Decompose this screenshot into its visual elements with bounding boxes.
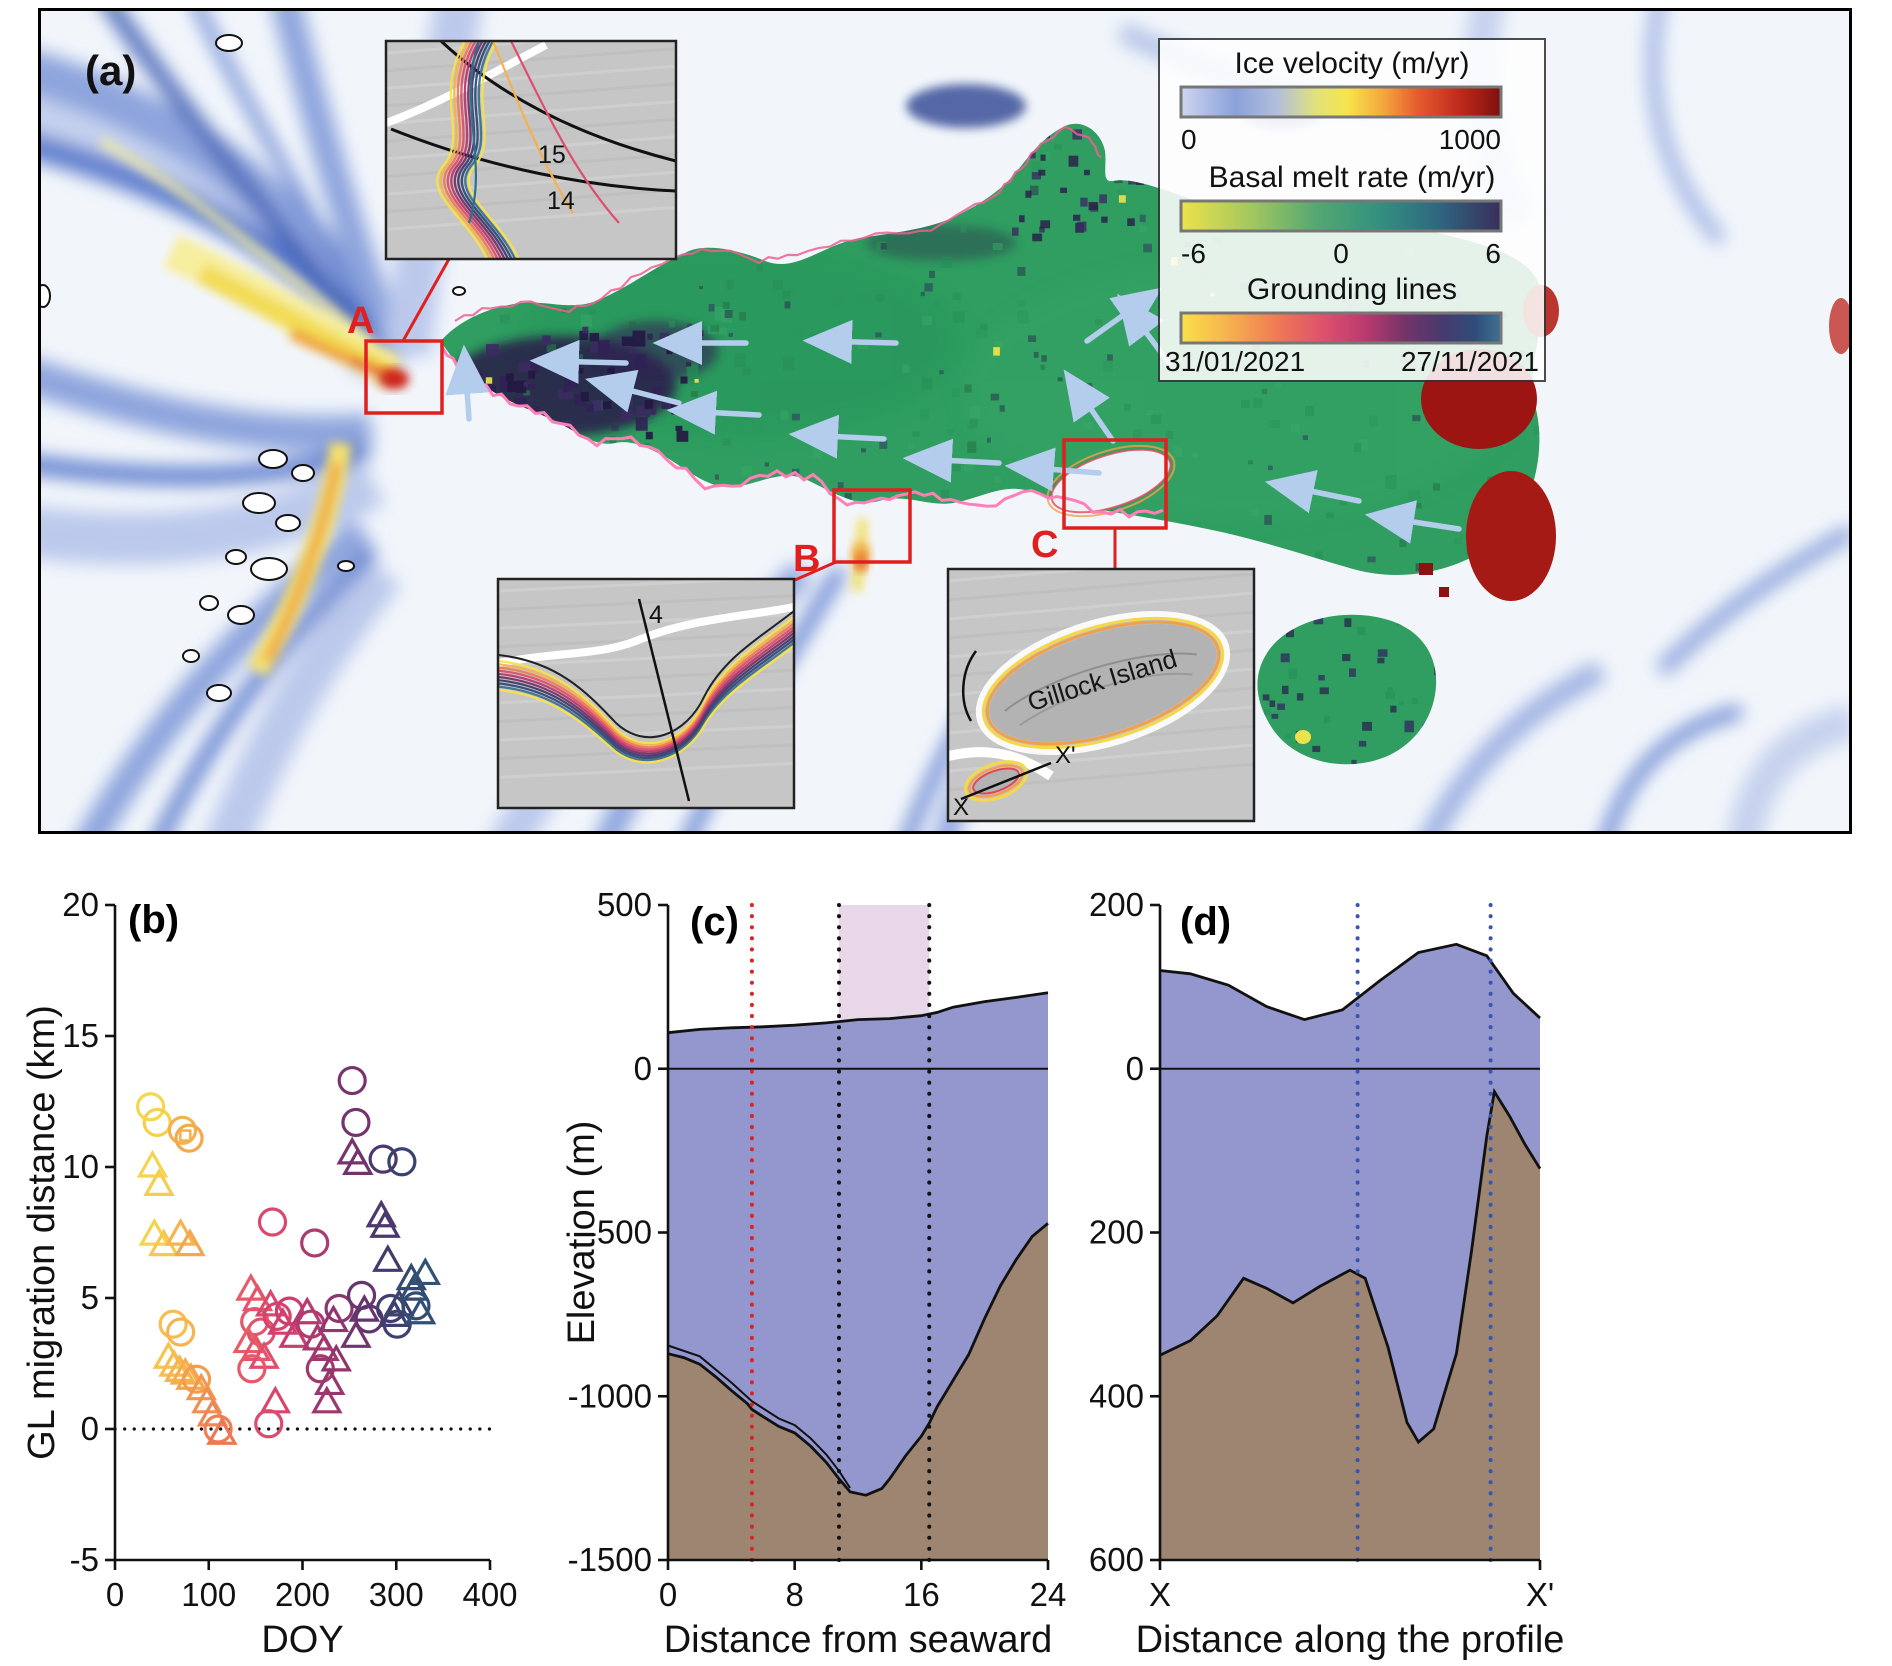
glacier-core-hotspot xyxy=(379,369,409,389)
svg-text:-1500: -1500 xyxy=(568,1541,652,1578)
melt-hotspot-dot xyxy=(1295,730,1311,744)
svg-text:300: 300 xyxy=(369,1576,424,1613)
panel-label-a: (a) xyxy=(85,47,136,94)
legend-velocity-colorbar xyxy=(1179,85,1503,119)
svg-text:500: 500 xyxy=(597,886,652,923)
svg-text:GL migration distance (km): GL migration distance (km) xyxy=(21,1005,63,1460)
legend-melt-max: 6 xyxy=(1485,238,1501,269)
svg-text:24: 24 xyxy=(1030,1576,1067,1613)
svg-text:0: 0 xyxy=(659,1576,677,1613)
profile-chart-along-xx: X X' 200 0 -200 -400 -600 Distance along the pr… xyxy=(1090,886,1565,1661)
inset-zoom-a: 15 14 xyxy=(384,39,678,261)
grounding-line-pink xyxy=(439,125,1164,519)
svg-text:15: 15 xyxy=(62,1017,99,1054)
profile-end-label: X' xyxy=(1055,742,1076,769)
map-legend: Ice velocity (m/yr) 0 1000 Basal melt ra… xyxy=(1158,38,1546,382)
region-label-b: B xyxy=(793,538,820,580)
svg-text:X: X xyxy=(1149,1576,1171,1613)
dark-blue-patch xyxy=(906,84,1026,128)
inset-a-line-label-15: 15 xyxy=(538,141,566,169)
svg-text:10: 10 xyxy=(62,1148,99,1185)
legend-velocity-max: 1000 xyxy=(1439,124,1501,155)
svg-text:16: 16 xyxy=(903,1576,940,1613)
inset-b-line-label-4: 4 xyxy=(649,601,663,629)
svg-text:X': X' xyxy=(1526,1576,1554,1613)
svg-text:DOY: DOY xyxy=(261,1619,343,1661)
svg-text:0: 0 xyxy=(634,1050,652,1087)
legend-melt-colorbar xyxy=(1179,199,1503,233)
bed-line xyxy=(667,1222,1049,1497)
svg-text:-400: -400 xyxy=(1090,1377,1144,1414)
shaded-region xyxy=(839,905,930,1020)
svg-text:200: 200 xyxy=(1090,886,1144,923)
legend-gl-start-date: 31/01/2021 xyxy=(1165,346,1305,377)
svg-text:-600: -600 xyxy=(1090,1541,1144,1578)
svg-text:-200: -200 xyxy=(1090,1214,1144,1251)
svg-text:Distance from seaward: Distance from seaward xyxy=(664,1619,1053,1661)
map-svg: A B C 15 14 xyxy=(41,11,1849,831)
legend-velocity-min: 0 xyxy=(1181,124,1197,155)
region-highlights: A B C xyxy=(347,258,1168,582)
svg-text:8: 8 xyxy=(785,1576,803,1613)
legend-melt-mid: 0 xyxy=(1333,238,1349,269)
legend-gl-end-date: 27/11/2021 xyxy=(1401,346,1539,377)
inset-gillock-island: Gillock Island X X' xyxy=(946,567,1256,823)
bedrock xyxy=(668,1223,1048,1560)
svg-text:Elevation (m): Elevation (m) xyxy=(561,1121,603,1345)
svg-text:400: 400 xyxy=(462,1576,517,1613)
inset-a-line-label-14: 14 xyxy=(547,187,575,215)
gillock-island-gap xyxy=(1046,444,1176,518)
legend-velocity-title: Ice velocity (m/yr) xyxy=(1234,47,1469,80)
legend-melt-min: -6 xyxy=(1181,238,1206,269)
svg-text:100: 100 xyxy=(181,1576,236,1613)
svg-text:20: 20 xyxy=(62,886,99,923)
legend-gl-colorbar xyxy=(1179,311,1503,345)
map-panel: A B C 15 14 xyxy=(38,8,1852,834)
inset-zoom-b: 4 xyxy=(496,577,796,810)
connector-b xyxy=(794,560,837,582)
region-box-b xyxy=(832,488,912,564)
panel-label-b: (b) xyxy=(128,898,180,942)
panel-label-c: (c) xyxy=(690,900,739,944)
region-label-c: C xyxy=(1031,524,1058,566)
connector-a xyxy=(401,258,451,342)
svg-text:0: 0 xyxy=(1126,1050,1144,1087)
svg-text:-5: -5 xyxy=(70,1541,99,1578)
svg-text:Distance along the profile: Distance along the profile xyxy=(1136,1619,1565,1661)
legend-melt-title: Basal melt rate (m/yr) xyxy=(1209,161,1496,194)
panel-label-d: (d) xyxy=(1180,900,1232,944)
ice-surface-line xyxy=(667,991,1049,1035)
profile-chart-distance-from-seaward: 0 8 16 24 500 0 -500 -1000 -1500 Distance from se… xyxy=(561,886,1067,1661)
ice-base-line xyxy=(667,1344,851,1489)
svg-text:5: 5 xyxy=(81,1279,99,1316)
svg-text:-500: -500 xyxy=(586,1214,652,1251)
svg-text:-1000: -1000 xyxy=(568,1377,652,1414)
bedrock xyxy=(1160,1091,1540,1560)
legend-gl-title: Grounding lines xyxy=(1247,273,1457,306)
scatter-points xyxy=(136,1065,442,1445)
svg-text:0: 0 xyxy=(106,1576,124,1613)
lakes xyxy=(41,34,466,702)
profile-start-label: X xyxy=(953,794,969,821)
bed-line xyxy=(1159,1087,1542,1445)
region-label-a: A xyxy=(347,300,374,342)
svg-text:0: 0 xyxy=(81,1410,99,1447)
ice-water-column xyxy=(668,992,1048,1496)
svg-text:200: 200 xyxy=(275,1576,330,1613)
